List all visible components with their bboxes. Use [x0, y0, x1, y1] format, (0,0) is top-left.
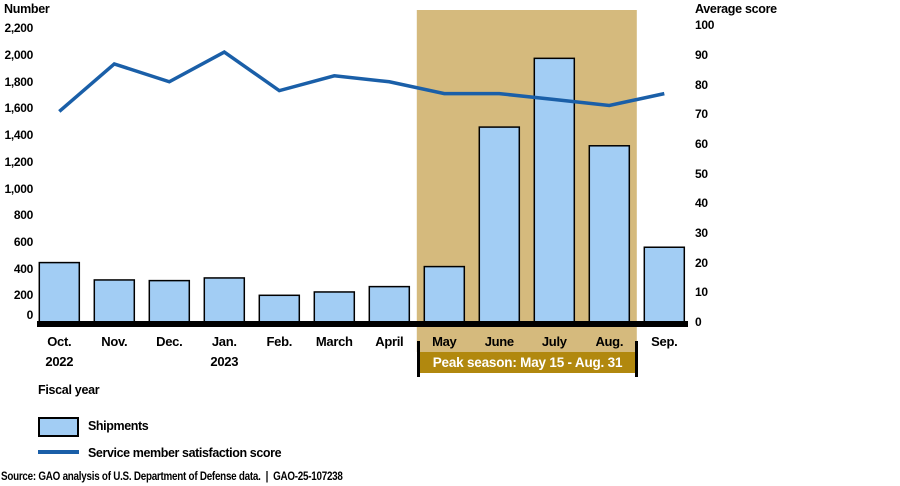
x-tick-label: June [484, 334, 514, 349]
peak-season-right-bracket [635, 341, 638, 377]
x-axis-title: Fiscal year [38, 383, 100, 397]
right-axis-tick-label: 30 [695, 226, 708, 241]
right-axis-tick-label: 0 [695, 315, 702, 329]
x-tick-label: May [432, 334, 457, 349]
legend-line-swatch [38, 450, 79, 454]
bar-Aug. [588, 145, 631, 323]
x-tick-label: March [315, 334, 353, 349]
left-axis-tick-label: 600 [13, 234, 33, 249]
legend-line-label: Service member satisfaction score [88, 446, 282, 460]
x-tick-label: April [375, 334, 404, 349]
left-axis-tick-label: 1,400 [4, 128, 33, 143]
left-axis-tick-label: 2,200 [4, 21, 33, 36]
right-axis-tick-label: 80 [695, 77, 708, 92]
x-tick-label: Feb. [266, 334, 293, 349]
legend-bar-swatch [38, 417, 79, 437]
bar-April [368, 285, 411, 323]
right-axis-title: Average score [695, 2, 777, 16]
x-tick-label: July [541, 334, 567, 349]
left-axis-tick-label: 1,000 [4, 181, 33, 196]
left-axis-tick-label: 1,600 [4, 101, 33, 116]
left-axis-tick-label: 400 [13, 261, 33, 276]
peak-season-band-label: Peak season: May 15 - Aug. 31 [420, 352, 635, 373]
right-axis-tick-label: 70 [695, 107, 708, 122]
x-tick-year-label: 2022 [45, 354, 74, 369]
left-axis-tick-label: 1,800 [4, 74, 33, 89]
right-axis-tick-label: 20 [695, 255, 708, 270]
right-axis-tick-label: 40 [695, 196, 708, 211]
right-axis-tick-label: 60 [695, 137, 708, 152]
bar-Jan. [203, 277, 246, 323]
right-axis-tick-label: 10 [695, 285, 708, 300]
source-note: Source: GAO analysis of U.S. Department … [1, 469, 343, 483]
bar-Dec. [148, 279, 191, 323]
left-axis-tick-label: 800 [13, 208, 33, 223]
satisfaction-line [58, 50, 665, 113]
peak-season-left-bracket [417, 341, 420, 377]
bar-May [423, 265, 466, 323]
bar-Sep. [643, 246, 686, 323]
left-axis-tick-label: 1,200 [4, 154, 33, 169]
bar-Nov. [93, 279, 136, 323]
bar-Oct. [38, 261, 81, 323]
left-axis-title: Number [4, 2, 50, 16]
right-axis-tick-label: 50 [695, 166, 708, 181]
x-tick-label: Oct. [47, 334, 72, 349]
left-axis-tick-label: 2,000 [4, 48, 33, 62]
legend-bar-label: Shipments [88, 419, 149, 433]
bar-June [478, 126, 521, 323]
x-tick-label: Nov. [101, 334, 128, 349]
x-tick-label: Jan. [211, 334, 237, 349]
x-tick-year-label: 2023 [210, 354, 239, 369]
right-axis-tick-label: 90 [695, 48, 708, 63]
left-axis-tick-label: 200 [13, 288, 33, 303]
bar-Feb. [258, 294, 301, 323]
x-tick-label: Dec. [156, 334, 183, 349]
x-axis-line [37, 321, 688, 327]
right-axis-tick-label: 100 [695, 18, 715, 33]
left-axis-tick-label: 0 [26, 308, 34, 322]
x-tick-label: Aug. [595, 334, 624, 349]
x-tick-label: Sep. [651, 334, 678, 349]
bar-March [313, 291, 356, 323]
